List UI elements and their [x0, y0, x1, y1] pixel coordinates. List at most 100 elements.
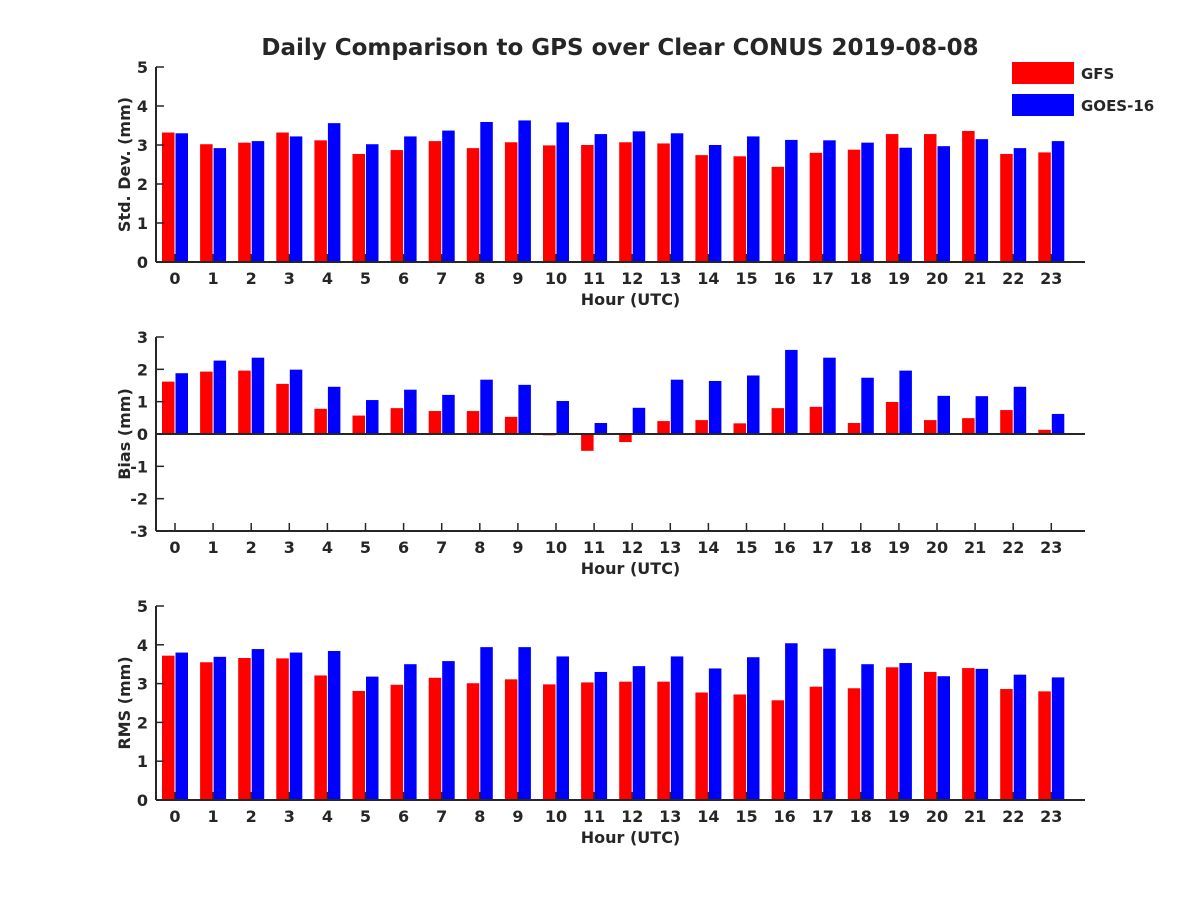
bias-x-tick-label: 5 — [360, 538, 371, 557]
bias-bar-gfs-13 — [657, 421, 670, 434]
rms-bar-gfs-3 — [276, 658, 289, 800]
legend-label-gfs: GFS — [1081, 65, 1114, 83]
rms-bar-gfs-8 — [466, 683, 480, 800]
bias-bar-gfs-22 — [1000, 410, 1013, 434]
std-y-tick-label: 3 — [137, 136, 148, 155]
std-bar-goes-16-20 — [937, 146, 950, 262]
rms-bar-goes-16-3 — [289, 652, 303, 800]
bias-bar-goes-16-18 — [861, 377, 874, 434]
std-y-tick-label: 5 — [137, 58, 148, 77]
bias-x-tick-label: 15 — [735, 538, 757, 557]
std-bar-goes-16-17 — [823, 140, 836, 262]
bias-x-tick-label: 11 — [583, 538, 605, 557]
bias-bar-goes-16-16 — [785, 349, 798, 434]
std-x-tick-label: 8 — [474, 269, 485, 288]
bias-y-tick-label: 2 — [137, 360, 148, 379]
rms-bar-goes-16-7 — [442, 661, 455, 800]
std-bar-gfs-14 — [695, 155, 708, 262]
rms-bar-gfs-14 — [695, 692, 708, 800]
std-x-tick-label: 2 — [246, 269, 257, 288]
rms-bar-gfs-2 — [238, 657, 251, 800]
bias-x-axis-label: Hour (UTC) — [581, 559, 681, 578]
bias-x-tick-label: 14 — [697, 538, 719, 557]
rms-x-tick-label: 3 — [284, 807, 295, 826]
bias-bar-gfs-8 — [466, 411, 480, 434]
bias-bar-goes-16-9 — [518, 384, 531, 434]
rms-bar-gfs-20 — [924, 671, 937, 800]
std-bar-gfs-0 — [162, 132, 175, 262]
std-bar-gfs-1 — [200, 144, 213, 262]
std-y-tick-label: 1 — [137, 214, 148, 233]
std-x-tick-label: 11 — [583, 269, 605, 288]
rms-x-tick-label: 9 — [512, 807, 523, 826]
bias-x-tick-label: 7 — [436, 538, 447, 557]
bias-bar-gfs-2 — [238, 370, 251, 434]
std-y-tick-label: 4 — [137, 97, 148, 116]
rms-bar-gfs-9 — [504, 679, 518, 800]
rms-bar-gfs-1 — [200, 662, 213, 800]
rms-bar-goes-16-9 — [518, 647, 531, 800]
bias-x-tick-label: 6 — [398, 538, 409, 557]
rms-bar-goes-16-22 — [1013, 674, 1027, 800]
bias-y-tick-label: -1 — [130, 457, 148, 476]
bias-x-tick-label: 23 — [1040, 538, 1062, 557]
std-bar-goes-16-1 — [213, 148, 227, 262]
bias-x-tick-label: 16 — [773, 538, 795, 557]
std-x-tick-label: 20 — [926, 269, 948, 288]
rms-x-tick-label: 18 — [850, 807, 872, 826]
legend-swatch-gfs — [1012, 62, 1074, 84]
rms-x-tick-label: 1 — [208, 807, 219, 826]
bias-bar-gfs-5 — [352, 415, 365, 434]
rms-bar-gfs-17 — [809, 686, 823, 800]
rms-x-axis-label: Hour (UTC) — [581, 828, 681, 847]
rms-y-axis-label: RMS (mm) — [115, 656, 134, 749]
rms-bar-gfs-16 — [771, 700, 785, 800]
std-bar-goes-16-18 — [861, 142, 874, 262]
rms-y-tick-label: 1 — [137, 752, 148, 771]
rms-x-tick-label: 22 — [1002, 807, 1024, 826]
bias-x-tick-label: 8 — [474, 538, 485, 557]
rms-x-tick-label: 13 — [659, 807, 681, 826]
std-bar-gfs-10 — [543, 145, 556, 262]
bias-x-tick-label: 21 — [964, 538, 986, 557]
bias-bar-goes-16-20 — [937, 395, 950, 434]
bias-bar-gfs-9 — [504, 416, 518, 434]
bias-x-tick-label: 18 — [850, 538, 872, 557]
std-bar-goes-16-3 — [289, 136, 303, 262]
bias-bar-goes-16-7 — [442, 394, 455, 434]
std-bar-goes-16-16 — [785, 139, 798, 262]
rms-bar-goes-16-4 — [327, 651, 341, 800]
rms-bar-goes-16-5 — [366, 676, 379, 800]
rms-x-tick-label: 20 — [926, 807, 948, 826]
bias-bar-gfs-20 — [924, 420, 937, 434]
std-bar-goes-16-4 — [327, 123, 341, 262]
rms-x-tick-label: 11 — [583, 807, 605, 826]
bias-x-tick-label: 3 — [284, 538, 295, 557]
bias-bar-goes-16-8 — [480, 379, 493, 434]
rms-bar-gfs-5 — [352, 690, 365, 800]
bias-bar-gfs-19 — [885, 401, 899, 434]
std-x-tick-label: 14 — [697, 269, 719, 288]
std-y-tick-label: 2 — [137, 175, 148, 194]
std-x-tick-label: 12 — [621, 269, 643, 288]
bias-y-tick-label: -3 — [130, 522, 148, 541]
std-bar-goes-16-21 — [975, 139, 989, 262]
bias-bar-gfs-14 — [695, 420, 708, 434]
bias-bar-gfs-17 — [809, 406, 823, 434]
bias-y-tick-label: 1 — [137, 393, 148, 412]
rms-bar-goes-16-21 — [975, 668, 989, 800]
std-bar-goes-16-5 — [366, 144, 379, 262]
std-x-tick-label: 7 — [436, 269, 447, 288]
bias-bar-goes-16-19 — [899, 370, 912, 434]
rms-bar-goes-16-8 — [480, 647, 493, 800]
rms-bar-goes-16-14 — [708, 668, 722, 800]
bias-x-tick-label: 1 — [208, 538, 219, 557]
bias-bar-goes-16-23 — [1051, 413, 1065, 434]
bias-x-tick-label: 22 — [1002, 538, 1024, 557]
std-bar-goes-16-9 — [518, 120, 531, 263]
std-bar-goes-16-2 — [251, 141, 265, 262]
std-x-tick-label: 16 — [773, 269, 795, 288]
